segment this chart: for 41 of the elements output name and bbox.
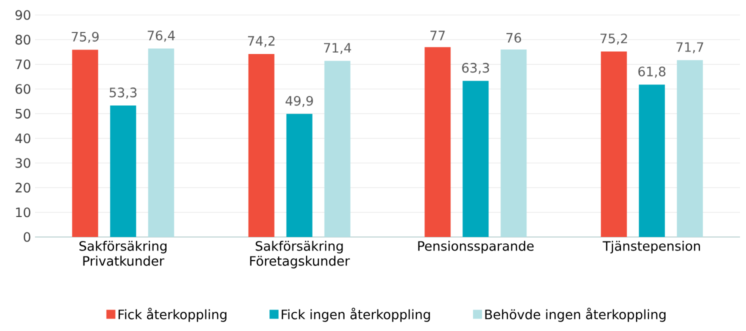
y-tick-label: 60 <box>16 84 30 94</box>
bar <box>286 114 312 237</box>
y-tick-label: 30 <box>16 158 30 168</box>
legend-label: Behövde ingen återkoppling <box>485 308 666 322</box>
data-label: 76,4 <box>148 30 175 42</box>
bar <box>600 52 627 237</box>
y-tick-label: 40 <box>15 133 30 144</box>
data-label: 63,3 <box>462 62 490 74</box>
bar <box>462 80 489 237</box>
y-tick-label: 70 <box>16 59 30 70</box>
bar <box>248 54 274 237</box>
bar <box>500 50 527 237</box>
data-label: 53,3 <box>110 88 137 99</box>
data-label: 75,2 <box>600 34 627 45</box>
x-tick-label: Sakförsäkring Företagskunder <box>250 240 350 268</box>
x-tick-label: Sakförsäkring Privatkunder <box>79 240 166 266</box>
bar <box>424 47 451 237</box>
bar <box>148 48 174 237</box>
x-tick-label: Tjänstepension <box>602 240 700 254</box>
y-tick-label: 0 <box>24 232 30 242</box>
data-label: 76 <box>506 32 522 43</box>
bar <box>324 60 350 237</box>
y-tick-label: 50 <box>16 108 30 119</box>
bar <box>676 60 703 237</box>
data-label: 74,2 <box>248 36 274 48</box>
data-label: 77 <box>430 30 445 40</box>
y-tick-label: 80 <box>16 34 30 45</box>
data-label: 49,9 <box>286 96 313 108</box>
data-label: 71,4 <box>324 43 352 54</box>
bar <box>638 84 665 237</box>
data-label: 71,7 <box>676 42 704 54</box>
bar <box>110 106 136 237</box>
y-tick-label: 90 <box>15 10 30 20</box>
bar <box>72 50 98 237</box>
data-label: 75,9 <box>72 32 99 43</box>
y-tick-label: 10 <box>16 207 30 218</box>
y-tick-label: 20 <box>16 182 30 193</box>
legend-label: Fick ingen återkoppling <box>282 308 430 322</box>
x-tick-label: Pensionssparande <box>418 240 534 254</box>
data-label: 61,8 <box>638 66 666 78</box>
legend-label: Fick återkoppling <box>118 308 226 322</box>
